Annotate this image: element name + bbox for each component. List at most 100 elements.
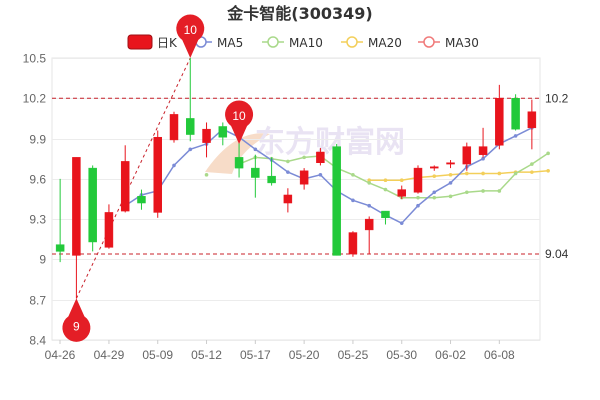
- candle-body-up: [446, 162, 455, 165]
- candle: [495, 84, 504, 150]
- candle: [55, 178, 65, 263]
- candle-body-up: [316, 151, 325, 163]
- candle-body-up: [348, 232, 358, 255]
- candles: [55, 58, 537, 299]
- candle-body-up: [202, 128, 211, 143]
- ma10-line: [238, 152, 549, 199]
- ma5-point: [367, 203, 372, 208]
- candle: [397, 185, 406, 199]
- candle: [186, 58, 195, 142]
- candle-body-up: [364, 218, 374, 231]
- watermark: 东方财富网: [205, 125, 405, 174]
- y-tick-label: 9: [39, 253, 46, 267]
- ma5-point: [432, 190, 437, 195]
- x-tick-label: 04-29: [94, 348, 125, 362]
- price-marker: 9: [62, 298, 91, 342]
- x-tick-label: 06-02: [435, 348, 466, 362]
- ma5-point: [481, 156, 485, 161]
- candle-body-up: [120, 161, 130, 212]
- candle: [251, 154, 260, 198]
- chart-title: 金卡智能(300349): [226, 4, 372, 23]
- candle-body-down: [267, 175, 276, 184]
- ma5-point: [172, 163, 176, 168]
- candle-body-down: [511, 98, 520, 130]
- candle: [72, 157, 81, 299]
- ma5-line: [124, 127, 533, 225]
- candle-body-down: [381, 210, 390, 219]
- candle-body-down: [88, 167, 97, 243]
- candle: [169, 111, 179, 143]
- price-marker: 10: [176, 14, 205, 59]
- candle: [104, 204, 114, 249]
- legend-marker: [346, 36, 358, 48]
- ref-label: 10.2: [545, 91, 569, 105]
- ma5-point: [416, 203, 420, 208]
- candle-body-up: [430, 166, 439, 169]
- legend-item: 日K: [127, 34, 178, 50]
- candle: [413, 165, 423, 194]
- ma20-point: [383, 178, 388, 182]
- x-tick-label: 05-25: [338, 348, 369, 362]
- candle: [153, 130, 162, 218]
- ma20-point: [465, 171, 469, 176]
- candle-body-down: [55, 244, 65, 252]
- ma20-point: [481, 171, 485, 176]
- ma20-point: [432, 174, 437, 178]
- watermark-text: 东方财富网: [255, 125, 405, 160]
- legend-marker: [423, 36, 435, 48]
- candle: [446, 160, 455, 169]
- ma10-point: [302, 155, 306, 160]
- candle-body-down: [218, 126, 228, 138]
- ma10-point: [286, 159, 290, 164]
- ma10-point: [416, 195, 420, 200]
- ref-label: 9.04: [545, 247, 569, 261]
- reference-lines: 10.2 9.04: [52, 57, 569, 299]
- marker-label: 10: [232, 109, 246, 123]
- ma20-point: [399, 178, 404, 182]
- ma20-point: [530, 170, 534, 174]
- legend-candle-swatch: [127, 34, 153, 50]
- ma20-point: [448, 173, 453, 177]
- legend-label: MA5: [217, 36, 243, 50]
- ma10-point: [383, 187, 388, 192]
- ma5-point: [188, 147, 193, 152]
- ma20-point: [497, 171, 502, 176]
- candle: [283, 188, 293, 213]
- ma5-point: [286, 170, 290, 174]
- candle-body-up: [153, 136, 162, 213]
- marker-pin-shape: [176, 14, 205, 59]
- ma10-point: [465, 190, 469, 195]
- y-tick-label: 9.9: [29, 133, 46, 147]
- legend-item: MA30: [418, 36, 479, 50]
- y-axis: 8.4 8.7 9 9.3 9.6 9.9 10.2 10.5: [23, 52, 47, 348]
- x-tick-label: 04-26: [45, 348, 76, 362]
- legend-label: MA20: [368, 36, 402, 50]
- marker-pin-shape: [62, 298, 91, 342]
- legend-label: 日K: [157, 36, 178, 50]
- ma5-point: [448, 181, 453, 185]
- price-marker: 10: [225, 100, 254, 144]
- ma10-point: [448, 194, 453, 199]
- x-tick-label: 05-30: [386, 348, 417, 362]
- candle: [218, 122, 228, 146]
- candle: [527, 99, 537, 150]
- watermark-logo: [205, 133, 270, 174]
- ma10-point: [546, 151, 550, 156]
- candle-body-up: [397, 189, 406, 197]
- candle: [348, 231, 358, 257]
- x-tick-label: 06-08: [484, 348, 515, 362]
- ma10-point: [367, 181, 372, 185]
- legend-label: MA10: [289, 36, 323, 50]
- candle: [430, 165, 439, 171]
- candle: [478, 127, 488, 158]
- marker-label: 9: [73, 319, 80, 333]
- ma10-point: [204, 173, 209, 177]
- x-axis: 04-26 04-29 05-09 05-12 05-17 05-20 05-25 05-30…: [45, 340, 515, 362]
- candle: [364, 216, 374, 255]
- candle: [202, 122, 211, 158]
- marker-pin-shape: [225, 100, 254, 144]
- ma5-point: [351, 198, 355, 203]
- trend-line: [75, 57, 191, 299]
